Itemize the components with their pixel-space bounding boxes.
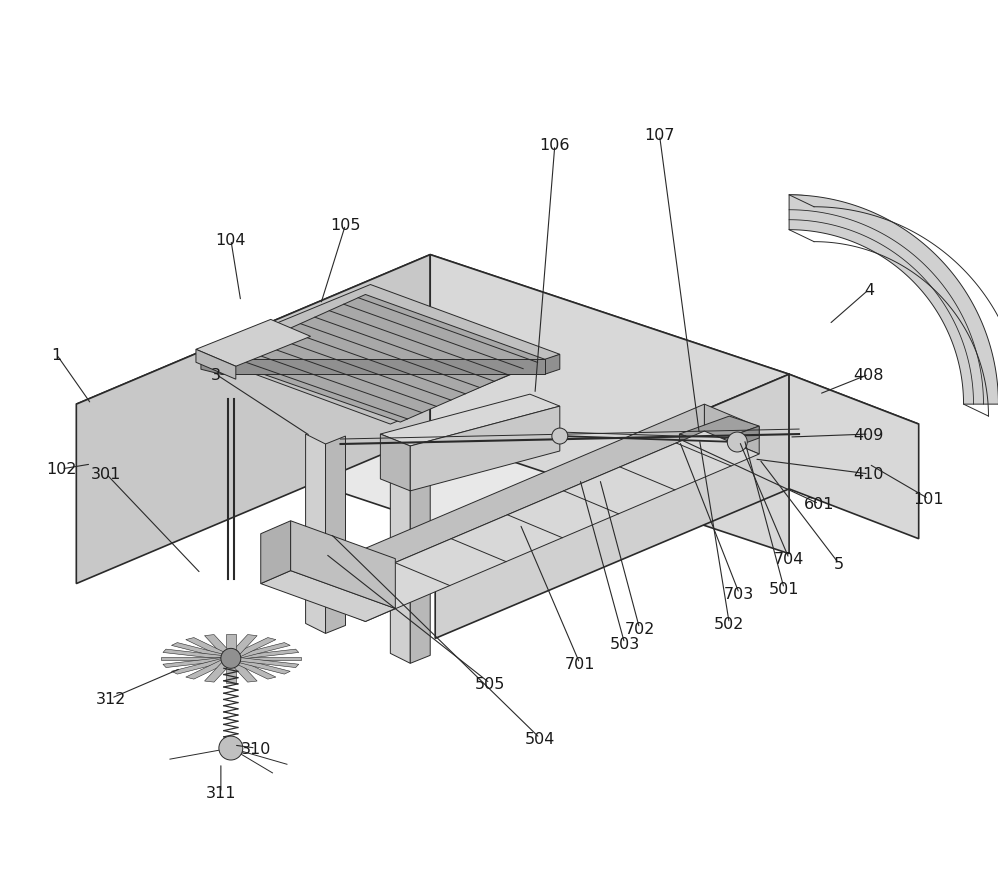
- Text: 104: 104: [216, 232, 246, 248]
- Text: 4: 4: [864, 283, 874, 298]
- Polygon shape: [326, 436, 345, 634]
- Polygon shape: [171, 643, 227, 658]
- Circle shape: [552, 428, 568, 444]
- Polygon shape: [410, 407, 560, 492]
- Polygon shape: [237, 658, 299, 668]
- Text: 105: 105: [330, 218, 361, 233]
- Text: 102: 102: [46, 462, 77, 477]
- Circle shape: [221, 649, 241, 669]
- Polygon shape: [291, 521, 395, 609]
- Text: 504: 504: [525, 730, 555, 746]
- Polygon shape: [205, 661, 233, 682]
- Polygon shape: [234, 659, 290, 674]
- Polygon shape: [221, 295, 545, 423]
- Polygon shape: [261, 521, 291, 584]
- Polygon shape: [201, 355, 221, 375]
- Polygon shape: [789, 375, 919, 539]
- Polygon shape: [679, 417, 759, 444]
- Polygon shape: [186, 637, 230, 657]
- Polygon shape: [311, 405, 704, 599]
- Polygon shape: [231, 660, 276, 679]
- Polygon shape: [390, 464, 410, 663]
- Polygon shape: [171, 659, 227, 674]
- Polygon shape: [306, 434, 326, 634]
- Text: 1: 1: [51, 348, 62, 362]
- Circle shape: [727, 433, 747, 452]
- Polygon shape: [311, 432, 759, 621]
- Polygon shape: [196, 320, 311, 367]
- Text: 101: 101: [913, 492, 944, 507]
- Polygon shape: [163, 658, 225, 668]
- Polygon shape: [161, 657, 223, 661]
- Polygon shape: [76, 256, 789, 524]
- Text: 701: 701: [565, 656, 595, 671]
- Text: 301: 301: [91, 467, 121, 482]
- Circle shape: [553, 430, 567, 443]
- Polygon shape: [410, 467, 430, 663]
- Polygon shape: [226, 634, 236, 656]
- Text: 505: 505: [475, 676, 505, 691]
- Polygon shape: [435, 375, 919, 574]
- Text: 501: 501: [769, 581, 799, 596]
- Polygon shape: [380, 395, 560, 446]
- Polygon shape: [186, 660, 230, 679]
- Text: 310: 310: [241, 741, 271, 755]
- Polygon shape: [704, 405, 759, 454]
- Polygon shape: [545, 355, 560, 375]
- Text: 3: 3: [211, 367, 221, 383]
- Polygon shape: [234, 643, 290, 658]
- Text: 408: 408: [854, 367, 884, 383]
- Polygon shape: [229, 661, 257, 682]
- Polygon shape: [226, 662, 236, 683]
- Polygon shape: [229, 635, 257, 656]
- Polygon shape: [205, 635, 233, 656]
- Polygon shape: [201, 285, 560, 425]
- Text: 410: 410: [854, 467, 884, 482]
- Polygon shape: [435, 375, 789, 638]
- Polygon shape: [709, 426, 759, 457]
- Polygon shape: [76, 256, 430, 584]
- Text: 502: 502: [714, 616, 744, 631]
- Polygon shape: [430, 256, 789, 554]
- Polygon shape: [163, 649, 225, 660]
- Text: 107: 107: [644, 129, 675, 143]
- Text: 311: 311: [206, 786, 236, 800]
- Polygon shape: [261, 571, 395, 621]
- Text: 703: 703: [724, 586, 754, 602]
- Circle shape: [219, 737, 243, 760]
- Text: 409: 409: [854, 427, 884, 442]
- Text: 704: 704: [774, 552, 804, 567]
- Polygon shape: [789, 196, 831, 208]
- Polygon shape: [380, 434, 410, 492]
- Text: 702: 702: [624, 621, 655, 637]
- Text: 503: 503: [609, 637, 640, 651]
- Text: 601: 601: [804, 497, 834, 511]
- Polygon shape: [239, 657, 301, 661]
- Polygon shape: [237, 649, 299, 660]
- Text: 312: 312: [96, 691, 126, 706]
- Polygon shape: [789, 196, 998, 405]
- Polygon shape: [231, 637, 276, 657]
- Polygon shape: [221, 360, 545, 375]
- Polygon shape: [196, 350, 236, 380]
- Polygon shape: [679, 434, 709, 457]
- Text: 106: 106: [540, 139, 570, 153]
- Text: 5: 5: [834, 556, 844, 571]
